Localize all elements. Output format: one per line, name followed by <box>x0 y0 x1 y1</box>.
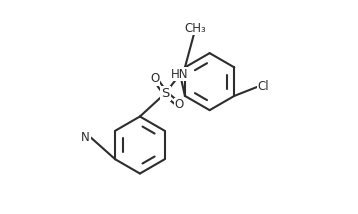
Text: O: O <box>150 72 159 85</box>
Text: O: O <box>174 98 184 111</box>
Text: S: S <box>161 87 169 100</box>
Text: N: N <box>81 131 90 144</box>
Text: Cl: Cl <box>257 80 269 94</box>
Text: CH₃: CH₃ <box>185 22 206 35</box>
Text: HN: HN <box>171 68 189 81</box>
